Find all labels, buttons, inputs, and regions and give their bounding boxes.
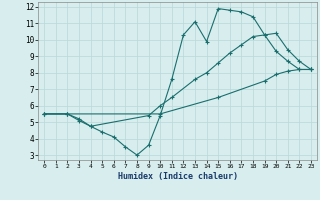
X-axis label: Humidex (Indice chaleur): Humidex (Indice chaleur) — [118, 172, 238, 181]
